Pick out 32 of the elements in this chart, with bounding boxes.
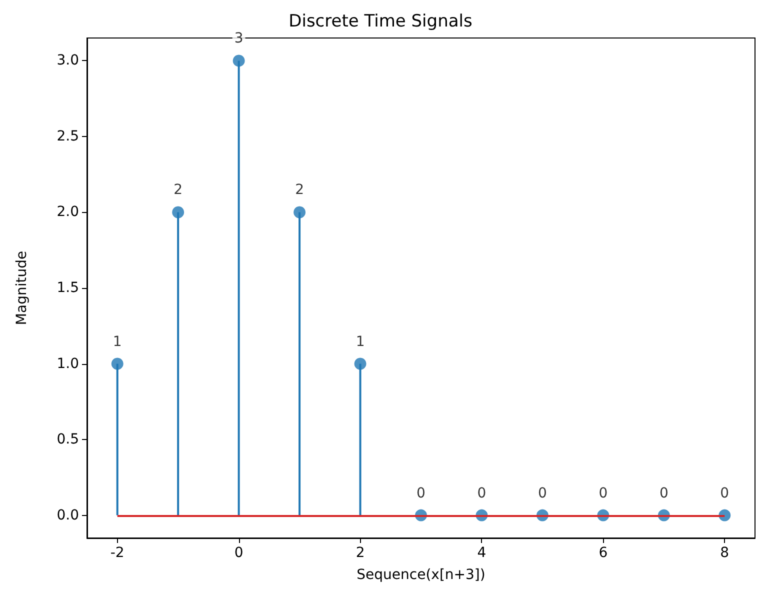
data-label: 0	[598, 485, 608, 502]
point	[294, 206, 306, 218]
data-label: 2	[174, 182, 183, 198]
point	[111, 358, 124, 370]
x-tick-label: -2	[110, 545, 124, 561]
data-label: 1	[112, 334, 122, 350]
y-axis-title: Magnitude	[14, 250, 30, 326]
x-tick-label: 6	[598, 545, 608, 561]
data-label: 3	[234, 30, 244, 47]
data-label: 0	[720, 485, 730, 502]
y-tick-label: 1.0	[56, 356, 79, 372]
chart-title: Discrete Time Signals	[288, 12, 472, 32]
y-tick-label: 3.0	[56, 52, 79, 69]
data-label: 1	[356, 334, 365, 350]
y-tick-label: 2.5	[56, 128, 79, 144]
x-tick-label: 8	[720, 545, 730, 561]
point	[354, 358, 366, 370]
x-axis-title: Sequence(x[n+3])	[356, 567, 486, 583]
y-tick-label: 1.5	[56, 280, 79, 296]
x-tick-label: 2	[356, 545, 365, 561]
x-tick-label: 4	[477, 545, 486, 561]
data-label: 0	[477, 485, 486, 502]
point	[172, 206, 184, 218]
x-tick-label: 0	[234, 545, 244, 561]
y-tick-label: 2.0	[56, 204, 79, 220]
data-label: 2	[295, 182, 304, 198]
y-tick-label: 0.0	[56, 507, 79, 524]
point	[232, 54, 245, 67]
data-label: 0	[538, 485, 547, 502]
data-label: 0	[659, 485, 668, 502]
y-tick-label: 0.5	[56, 432, 79, 448]
data-label: 0	[416, 485, 426, 502]
